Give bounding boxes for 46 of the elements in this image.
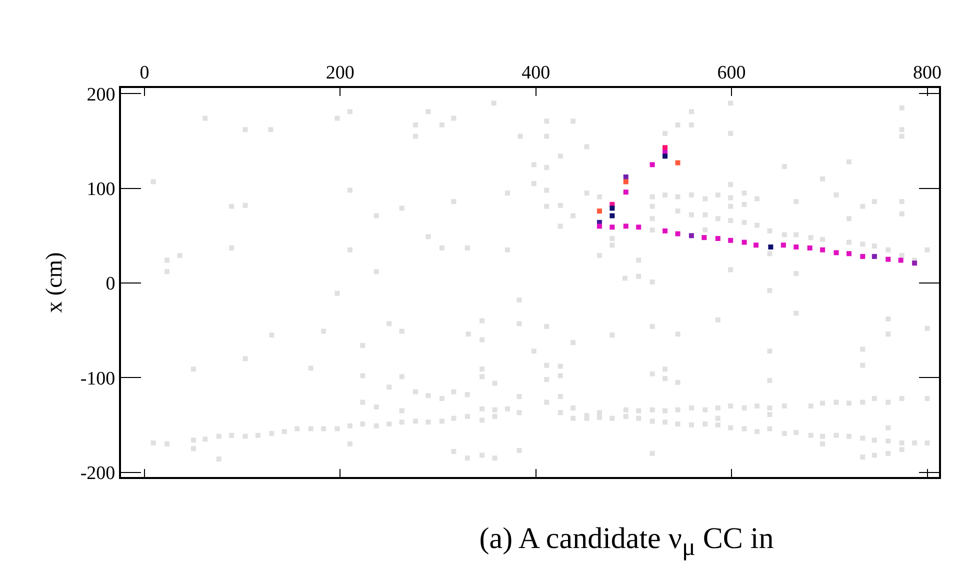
point [886, 256, 891, 262]
point [702, 235, 707, 240]
point [728, 238, 734, 243]
point [846, 251, 852, 256]
point [596, 224, 602, 229]
point [860, 254, 866, 259]
point [768, 244, 774, 250]
point [834, 250, 839, 256]
y-axis-title: x (cm) [41, 252, 66, 313]
point [636, 224, 642, 230]
point [623, 190, 628, 195]
point [610, 213, 615, 218]
point [872, 254, 877, 259]
text: (a) A candidate ν$_{μ}$ CC in [478, 522, 775, 562]
y-tick-label: -100 [80, 368, 116, 390]
point [623, 224, 628, 229]
point [912, 260, 918, 266]
x-tick-label: 0 [140, 62, 150, 84]
point [820, 247, 826, 252]
x-tick-label: 800 [913, 62, 942, 84]
x-tick-label: 400 [522, 62, 550, 84]
point [623, 174, 628, 180]
x-tick-label: 200 [326, 62, 354, 84]
point [662, 145, 668, 150]
x-tick-label: 600 [717, 62, 746, 84]
point [898, 258, 904, 263]
y-tick-label: 200 [86, 84, 116, 106]
point [715, 236, 720, 241]
point [688, 233, 694, 238]
point [662, 154, 668, 159]
y-tick-label: 0 [106, 274, 116, 295]
point [623, 179, 628, 184]
point [596, 208, 602, 214]
y-tick-label: -200 [80, 462, 116, 484]
point [610, 224, 615, 230]
point [675, 160, 680, 166]
point [742, 240, 747, 245]
point [794, 244, 799, 250]
point [650, 162, 655, 168]
point [675, 231, 680, 236]
point [610, 206, 615, 211]
point [780, 242, 786, 248]
point [662, 228, 668, 234]
point [754, 242, 759, 248]
y-tick-label: 100 [86, 178, 116, 200]
point [807, 245, 812, 250]
